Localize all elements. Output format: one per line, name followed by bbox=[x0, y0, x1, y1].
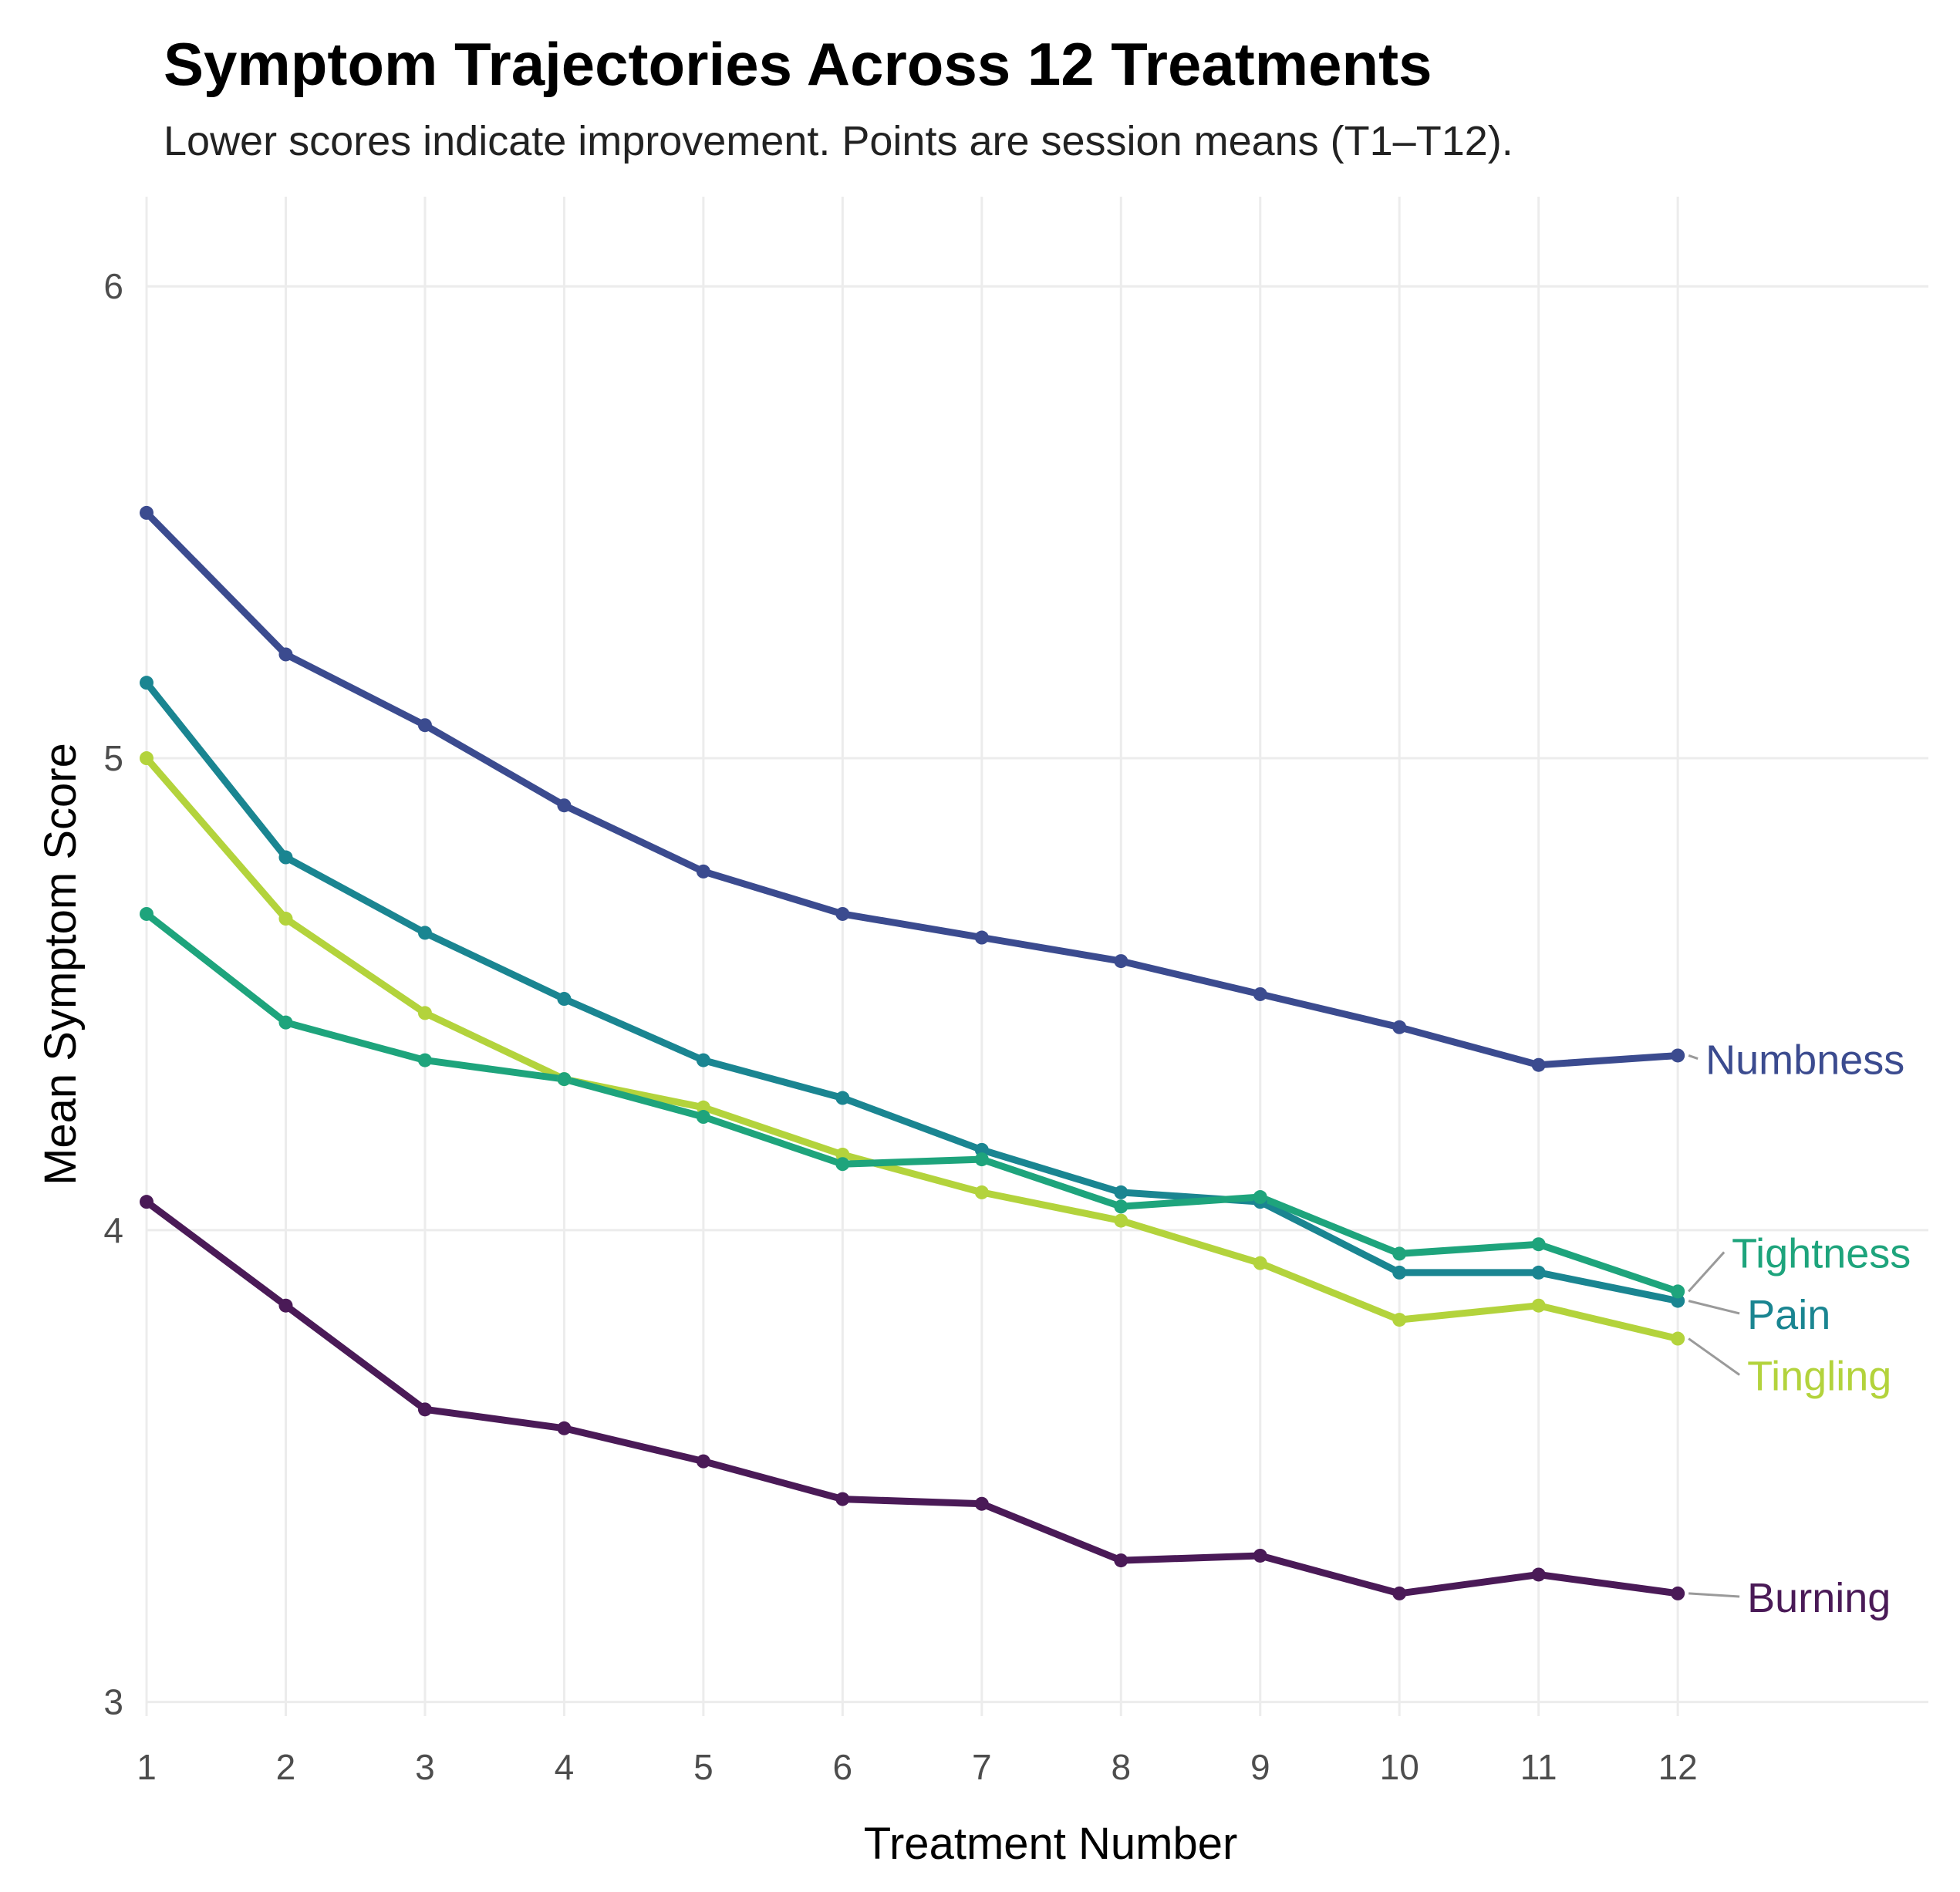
data-point-burning bbox=[1671, 1586, 1685, 1600]
data-point-burning bbox=[140, 1195, 153, 1209]
data-point-tingling bbox=[140, 751, 153, 766]
y-tick-label: 4 bbox=[103, 1210, 123, 1250]
data-point-numbness bbox=[417, 718, 432, 733]
data-point-tightness bbox=[140, 906, 153, 921]
leader-line-burning bbox=[1688, 1592, 1740, 1598]
series-label-pain: Pain bbox=[1747, 1292, 1830, 1338]
data-point-burning bbox=[1531, 1567, 1546, 1582]
x-tick-label: 11 bbox=[1520, 1747, 1557, 1787]
data-point-numbness bbox=[1392, 1020, 1407, 1034]
data-point-burning bbox=[417, 1402, 432, 1417]
data-point-tingling bbox=[1671, 1331, 1685, 1346]
data-point-tingling bbox=[1114, 1213, 1128, 1228]
data-point-numbness bbox=[140, 505, 153, 520]
x-axis-ticks: 1 2 3 4 5 6 7 8 9 10 11 12 bbox=[137, 1747, 1698, 1787]
data-point-tightness bbox=[1392, 1246, 1407, 1261]
y-tick-label: 3 bbox=[103, 1682, 123, 1722]
chart-subtitle: Lower scores indicate improvement. Point… bbox=[164, 118, 1513, 164]
data-point-burning bbox=[278, 1298, 293, 1313]
data-point-numbness bbox=[1531, 1057, 1546, 1072]
series-points bbox=[140, 505, 1685, 1600]
data-point-tightness bbox=[1531, 1237, 1546, 1252]
y-tick-label: 6 bbox=[103, 266, 123, 306]
x-tick-label: 4 bbox=[555, 1747, 575, 1787]
chart-title: Symptom Trajectories Across 12 Treatment… bbox=[164, 30, 1432, 98]
data-point-pain bbox=[1114, 1185, 1128, 1199]
data-point-tightness bbox=[1671, 1284, 1685, 1299]
series-label-tightness: Tightness bbox=[1732, 1230, 1911, 1277]
data-point-tightness bbox=[278, 1015, 293, 1030]
data-point-tingling bbox=[1392, 1313, 1407, 1327]
leader-line-tingling bbox=[1688, 1337, 1741, 1376]
data-point-tightness bbox=[835, 1157, 850, 1172]
x-tick-label: 8 bbox=[1111, 1747, 1131, 1787]
x-tick-label: 10 bbox=[1380, 1747, 1419, 1787]
data-point-numbness bbox=[696, 864, 710, 879]
data-point-pain bbox=[278, 850, 293, 865]
data-point-burning bbox=[696, 1454, 710, 1469]
data-point-tightness bbox=[417, 1053, 432, 1067]
x-tick-label: 12 bbox=[1658, 1747, 1698, 1787]
x-tick-label: 9 bbox=[1250, 1747, 1270, 1787]
data-point-numbness bbox=[974, 930, 989, 945]
data-point-burning bbox=[1114, 1553, 1128, 1568]
data-point-pain bbox=[696, 1053, 710, 1067]
x-tick-label: 3 bbox=[415, 1747, 435, 1787]
data-point-numbness bbox=[1671, 1048, 1685, 1063]
series-labels: Numbness Pain Tingling Tightness Burning bbox=[1688, 1037, 1911, 1621]
data-point-tightness bbox=[974, 1152, 989, 1167]
leader-line-numbness bbox=[1688, 1054, 1699, 1061]
data-point-tingling bbox=[974, 1185, 989, 1199]
data-point-tightness bbox=[696, 1110, 710, 1125]
data-point-tingling bbox=[417, 1006, 432, 1020]
series-line-tightness bbox=[143, 910, 1682, 1295]
data-point-numbness bbox=[278, 647, 293, 662]
data-point-burning bbox=[557, 1421, 572, 1435]
data-point-pain bbox=[835, 1091, 850, 1105]
data-point-pain bbox=[417, 926, 432, 940]
x-axis-title: Treatment Number bbox=[864, 1819, 1238, 1869]
data-point-tightness bbox=[1253, 1190, 1267, 1205]
data-point-burning bbox=[1392, 1586, 1407, 1600]
data-point-pain bbox=[140, 676, 153, 690]
x-tick-label: 5 bbox=[693, 1747, 713, 1787]
x-tick-label: 2 bbox=[276, 1747, 296, 1787]
series-label-numbness: Numbness bbox=[1705, 1037, 1904, 1084]
series-line-tingling bbox=[143, 754, 1682, 1343]
x-tick-label: 7 bbox=[972, 1747, 992, 1787]
leader-line-pain bbox=[1688, 1300, 1740, 1315]
data-point-numbness bbox=[557, 798, 572, 813]
data-point-pain bbox=[557, 992, 572, 1007]
series-line-numbness bbox=[143, 509, 1682, 1069]
data-point-numbness bbox=[1114, 954, 1128, 969]
data-point-tightness bbox=[557, 1072, 572, 1087]
series-label-burning: Burning bbox=[1747, 1575, 1891, 1621]
data-point-tingling bbox=[278, 912, 293, 926]
y-axis-ticks: 3 4 5 6 bbox=[103, 266, 123, 1722]
data-point-pain bbox=[1531, 1265, 1546, 1280]
data-point-numbness bbox=[1253, 986, 1267, 1001]
data-point-tightness bbox=[1114, 1199, 1128, 1214]
leader-line-tightness bbox=[1688, 1251, 1726, 1293]
y-tick-label: 5 bbox=[103, 738, 123, 778]
x-tick-label: 1 bbox=[137, 1747, 157, 1787]
series-line-burning bbox=[143, 1198, 1682, 1597]
grid-lines bbox=[145, 197, 1928, 1716]
data-point-numbness bbox=[835, 906, 850, 921]
data-point-tingling bbox=[1531, 1298, 1546, 1313]
y-axis-title: Mean Symptom Score bbox=[35, 743, 86, 1185]
series-lines bbox=[143, 509, 1682, 1597]
data-point-burning bbox=[1253, 1548, 1267, 1563]
series-line-pain bbox=[143, 679, 1682, 1305]
data-point-tingling bbox=[1253, 1256, 1267, 1270]
data-point-burning bbox=[835, 1492, 850, 1506]
series-label-tingling: Tingling bbox=[1747, 1354, 1891, 1400]
data-point-pain bbox=[1392, 1265, 1407, 1280]
x-tick-label: 6 bbox=[833, 1747, 853, 1787]
data-point-burning bbox=[974, 1496, 989, 1511]
